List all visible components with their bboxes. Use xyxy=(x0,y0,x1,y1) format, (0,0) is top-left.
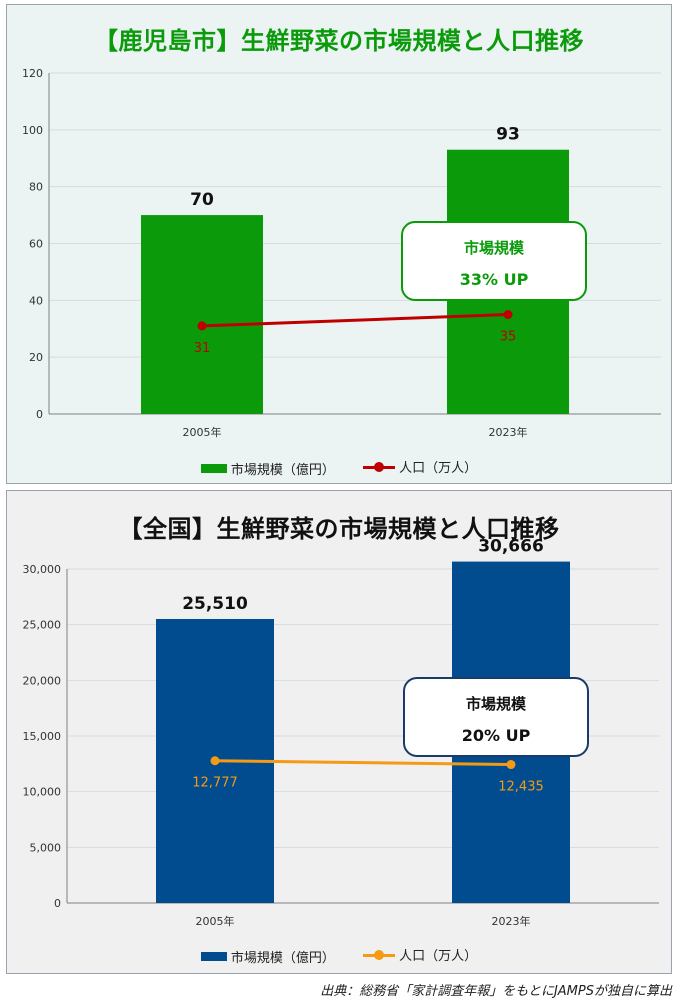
growth-callout: 市場規模 20% UP xyxy=(403,677,589,757)
legend-item-population: 人口（万人） xyxy=(363,945,477,964)
callout-value: 20% UP xyxy=(461,726,531,745)
y-tick-label: 15,000 xyxy=(23,730,62,743)
population-line xyxy=(201,313,509,328)
callout-label: 市場規模 xyxy=(465,695,526,713)
legend-label: 市場規模（億円） xyxy=(230,950,335,966)
y-tick-label: 40 xyxy=(29,294,43,307)
y-tick-label: 120 xyxy=(22,67,43,80)
x-tick-label: 2005年 xyxy=(183,425,222,439)
bar-value-label: 93 xyxy=(496,125,520,145)
y-tick-label: 80 xyxy=(29,181,43,194)
legend-item-market: 市場規模（億円） xyxy=(200,947,335,966)
population-value-label: 12,435 xyxy=(498,780,544,795)
y-tick-label: 100 xyxy=(22,124,43,137)
chart-title: 【鹿児島市】生鮮野菜の市場規模と人口推移 xyxy=(94,27,584,55)
bar-value-label: 30,666 xyxy=(478,537,544,557)
population-value-label: 31 xyxy=(194,341,211,356)
y-tick-label: 10,000 xyxy=(23,786,62,799)
legend-swatch-line xyxy=(363,461,396,473)
bar xyxy=(141,215,263,414)
y-tick-label: 20,000 xyxy=(23,674,62,687)
callout-value: 33% UP xyxy=(459,270,529,289)
national-chart-panel: 【全国】生鮮野菜の市場規模と人口推移 0 5,000 10,000 15,000 20,… xyxy=(6,490,672,974)
x-tick-label: 2023年 xyxy=(489,425,528,439)
y-tick-label: 20 xyxy=(29,351,43,364)
legend-label: 人口（万人） xyxy=(399,461,478,476)
legend-label: 市場規模（億円） xyxy=(230,462,335,478)
source-note: 出典：総務省「家計調査年報」をもとにJAMPSが独自に算出 xyxy=(320,984,672,999)
x-tick-label: 2023年 xyxy=(492,914,531,928)
bar-value-label: 25,510 xyxy=(182,594,248,614)
population-point xyxy=(506,760,516,770)
population-point xyxy=(197,321,207,331)
growth-callout: 市場規模 33% UP xyxy=(401,221,587,301)
population-line xyxy=(214,759,512,767)
bar-value-label: 70 xyxy=(190,190,214,210)
population-value-label: 12,777 xyxy=(192,776,238,791)
y-tick-label: 30,000 xyxy=(23,563,62,576)
y-tick-label: 0 xyxy=(36,408,43,421)
legend-label: 人口（万人） xyxy=(399,949,478,964)
chart-legend: 市場規模（億円） 人口（万人） xyxy=(7,457,671,478)
callout-label: 市場規模 xyxy=(463,239,524,257)
chart-legend: 市場規模（億円） 人口（万人） xyxy=(7,945,671,966)
legend-item-population: 人口（万人） xyxy=(363,457,477,476)
population-point xyxy=(503,310,513,320)
x-tick-label: 2005年 xyxy=(196,914,235,928)
y-tick-label: 25,000 xyxy=(23,619,62,632)
y-tick-label: 60 xyxy=(29,238,43,251)
legend-item-market: 市場規模（億円） xyxy=(200,459,335,478)
chart-title: 【全国】生鮮野菜の市場規模と人口推移 xyxy=(118,515,560,543)
population-point xyxy=(210,756,220,766)
kagoshima-chart-panel: 【鹿児島市】生鮮野菜の市場規模と人口推移 0 20 40 60 80 100 120 70 93… xyxy=(6,4,672,484)
y-tick-label: 0 xyxy=(54,897,61,910)
legend-swatch-bar xyxy=(200,951,227,961)
legend-swatch-line xyxy=(363,949,396,961)
y-tick-label: 5,000 xyxy=(30,841,62,854)
legend-swatch-bar xyxy=(200,463,227,473)
population-value-label: 35 xyxy=(500,330,517,345)
